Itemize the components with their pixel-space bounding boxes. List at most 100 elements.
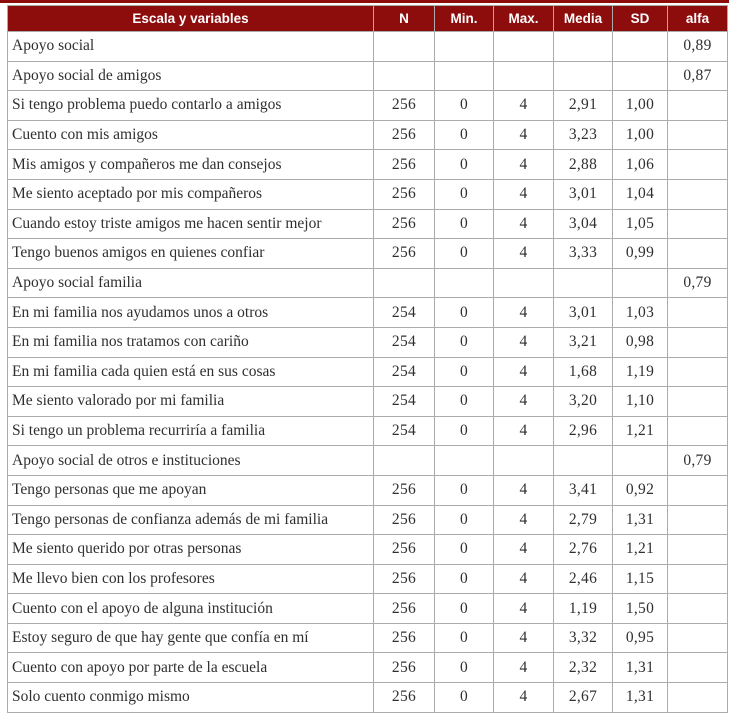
media-value-cell	[553, 267, 613, 299]
alfa-value-cell	[667, 356, 728, 388]
max-value-cell	[493, 267, 554, 299]
max-value-cell: 4	[493, 326, 554, 358]
n-value-cell: 256	[373, 149, 435, 180]
sd-value-cell: 0,98	[612, 326, 668, 358]
min-value-cell: 0	[434, 326, 494, 358]
max-value-cell: 4	[493, 356, 554, 388]
n-value-cell: 256	[373, 563, 435, 595]
media-value-cell: 2,79	[553, 504, 613, 536]
alfa-value-cell	[667, 593, 728, 624]
table-row: Cuento con mis amigos 256 0 4 3,23 1,00	[7, 119, 728, 151]
variable-label-cell: Cuando estoy triste amigos me hacen sent…	[7, 208, 374, 240]
n-value-cell: 256	[373, 682, 435, 713]
n-value-cell: 254	[373, 297, 435, 328]
table-row: Me llevo bien con los profesores 256 0 4…	[7, 563, 728, 595]
min-value-cell	[434, 31, 494, 62]
min-value-cell: 0	[434, 622, 494, 654]
variable-label-cell: Si tengo un problema recurriría a famili…	[7, 415, 374, 447]
media-value-cell	[553, 60, 613, 92]
variable-label-cell: Me siento aceptado por mis compañeros	[7, 178, 374, 210]
table-row: Apoyo social 0,89	[7, 31, 728, 62]
n-value-cell: 256	[373, 238, 435, 269]
alfa-value-cell	[667, 326, 728, 358]
media-value-cell: 2,46	[553, 563, 613, 595]
sd-value-cell: 1,50	[612, 593, 668, 624]
max-value-cell: 4	[493, 622, 554, 654]
alfa-value-cell: 0,87	[667, 60, 728, 92]
n-value-cell	[373, 60, 435, 92]
media-value-cell: 2,32	[553, 652, 613, 684]
variable-label-cell: Tengo buenos amigos en quienes confiar	[7, 238, 374, 269]
alfa-value-cell	[667, 297, 728, 328]
alfa-value-cell: 0,79	[667, 267, 728, 299]
media-value-cell: 3,33	[553, 238, 613, 269]
min-value-cell: 0	[434, 682, 494, 713]
sd-value-cell: 1,21	[612, 415, 668, 447]
alfa-value-cell: 0,89	[667, 31, 728, 62]
n-value-cell	[373, 31, 435, 62]
variable-label-cell: Apoyo social familia	[7, 267, 374, 299]
min-value-cell: 0	[434, 90, 494, 121]
media-value-cell: 3,04	[553, 208, 613, 240]
alfa-value-cell	[667, 622, 728, 654]
table-row: Me siento valorado por mi familia 254 0 …	[7, 386, 728, 417]
sd-value-cell: 1,19	[612, 356, 668, 388]
variable-label-cell: En mi familia nos tratamos con cariño	[7, 326, 374, 358]
max-value-cell: 4	[493, 178, 554, 210]
max-value-cell: 4	[493, 119, 554, 151]
media-value-cell: 3,20	[553, 386, 613, 417]
n-value-cell: 254	[373, 415, 435, 447]
sd-value-cell	[612, 267, 668, 299]
n-value-cell: 256	[373, 504, 435, 536]
n-value-cell: 256	[373, 178, 435, 210]
variable-label-cell: En mi familia cada quien está en sus cos…	[7, 356, 374, 388]
variable-label-cell: Tengo personas que me apoyan	[7, 474, 374, 506]
sd-value-cell: 1,00	[612, 119, 668, 151]
sd-value-cell: 0,95	[612, 622, 668, 654]
n-value-cell: 256	[373, 119, 435, 151]
table-row: Tengo personas que me apoyan 256 0 4 3,4…	[7, 474, 728, 506]
n-value-cell: 256	[373, 90, 435, 121]
min-value-cell: 0	[434, 238, 494, 269]
sd-value-cell: 1,05	[612, 208, 668, 240]
min-value-cell: 0	[434, 563, 494, 595]
alfa-value-cell	[667, 682, 728, 713]
n-value-cell: 256	[373, 652, 435, 684]
column-header-media: Media	[553, 5, 613, 32]
max-value-cell: 4	[493, 474, 554, 506]
variable-label-cell: Cuento con mis amigos	[7, 119, 374, 151]
min-value-cell: 0	[434, 593, 494, 624]
sd-value-cell	[612, 60, 668, 92]
min-value-cell: 0	[434, 504, 494, 536]
sd-value-cell: 1,31	[612, 652, 668, 684]
media-value-cell: 3,21	[553, 326, 613, 358]
sd-value-cell: 1,31	[612, 682, 668, 713]
n-value-cell: 254	[373, 356, 435, 388]
table-row: Me siento aceptado por mis compañeros 25…	[7, 178, 728, 210]
n-value-cell: 256	[373, 593, 435, 624]
max-value-cell: 4	[493, 90, 554, 121]
table-row: Cuento con apoyo por parte de la escuela…	[7, 652, 728, 684]
sd-value-cell: 0,99	[612, 238, 668, 269]
media-value-cell	[553, 445, 613, 476]
variable-label-cell: Me siento valorado por mi familia	[7, 386, 374, 417]
max-value-cell: 4	[493, 297, 554, 328]
table-row: En mi familia nos ayudamos unos a otros …	[7, 297, 728, 328]
max-value-cell: 4	[493, 652, 554, 684]
sd-value-cell: 1,10	[612, 386, 668, 417]
sd-value-cell: 1,21	[612, 534, 668, 565]
media-value-cell: 1,19	[553, 593, 613, 624]
min-value-cell: 0	[434, 415, 494, 447]
alfa-value-cell	[667, 149, 728, 180]
min-value-cell: 0	[434, 534, 494, 565]
table-row: Cuando estoy triste amigos me hacen sent…	[7, 208, 728, 240]
media-value-cell: 3,01	[553, 297, 613, 328]
alfa-value-cell	[667, 386, 728, 417]
max-value-cell: 4	[493, 238, 554, 269]
table-row: Apoyo social familia 0,79	[7, 267, 728, 299]
media-value-cell: 3,32	[553, 622, 613, 654]
max-value-cell: 4	[493, 504, 554, 536]
n-value-cell: 254	[373, 326, 435, 358]
table-row: Tengo buenos amigos en quienes confiar 2…	[7, 238, 728, 269]
min-value-cell: 0	[434, 652, 494, 684]
